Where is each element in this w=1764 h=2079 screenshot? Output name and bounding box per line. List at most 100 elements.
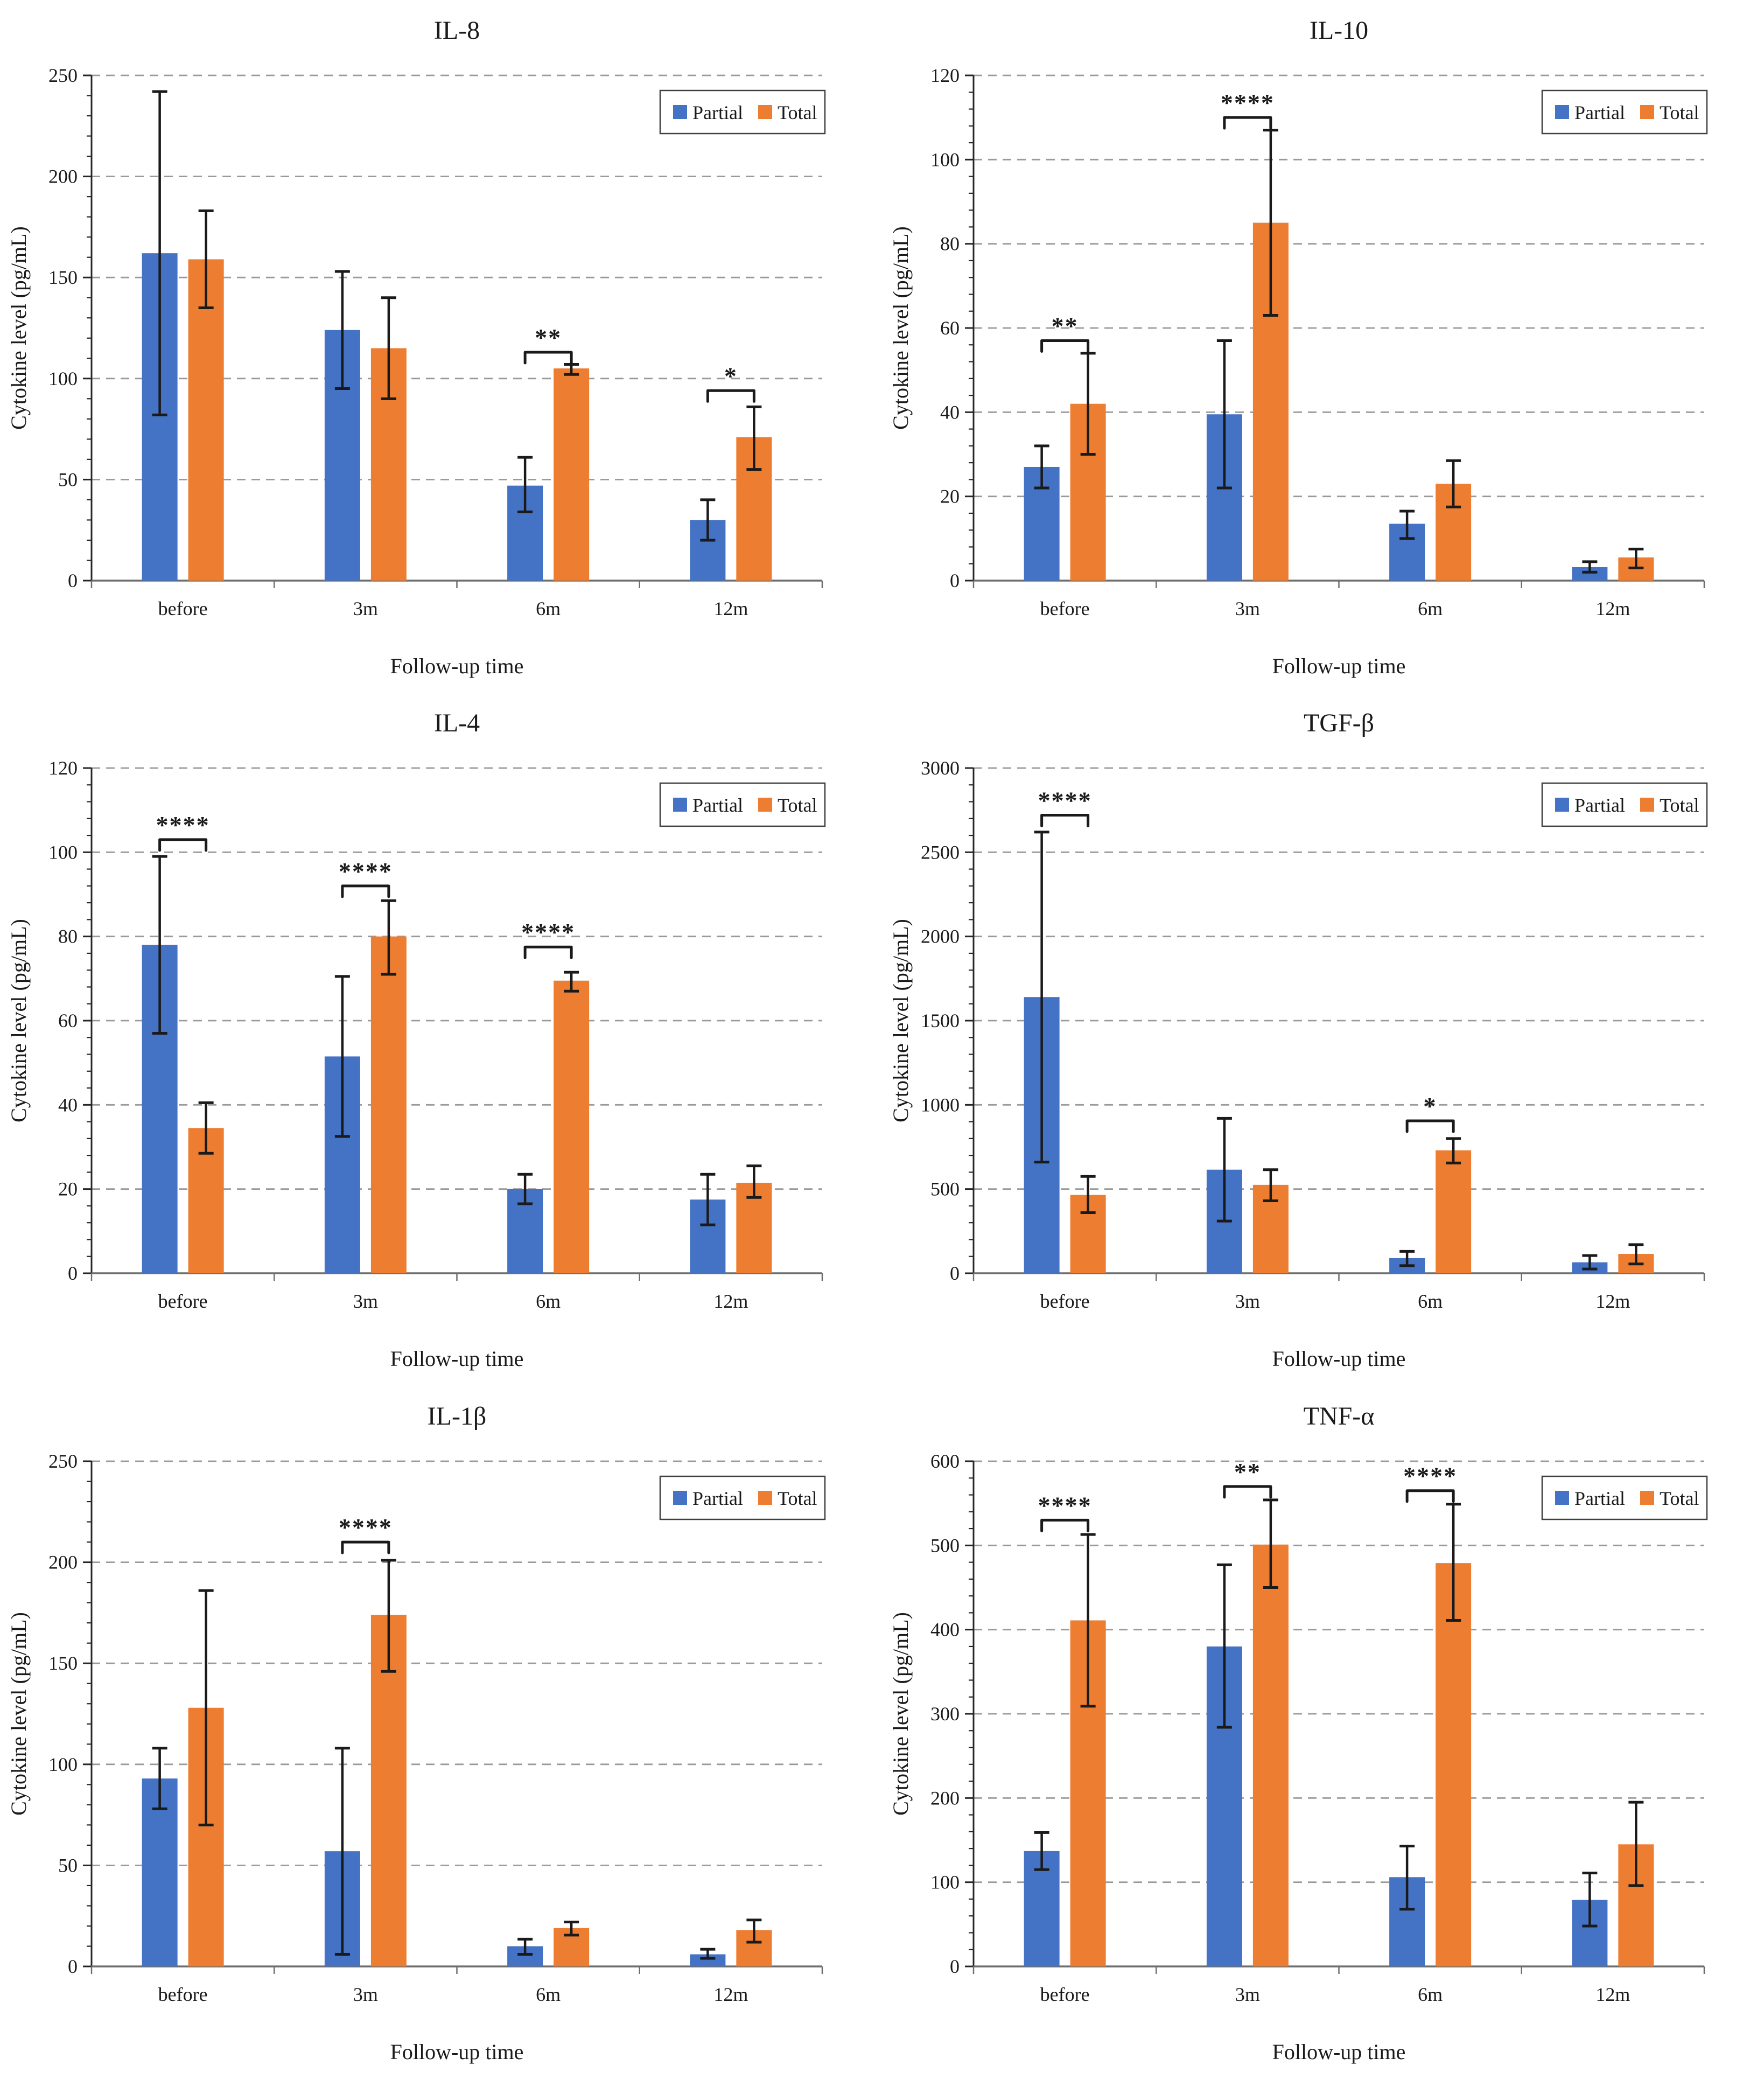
legend-swatch-partial bbox=[1555, 105, 1569, 119]
chart-tgf-b: 0 500 1000 1500 2000 2500 3000 **** * Partial Tota… bbox=[882, 693, 1764, 1385]
significance-bracket bbox=[341, 884, 390, 898]
chart-svg: 0 20 40 60 80 100 120 **** **** **** Partial Total I… bbox=[6, 709, 826, 1371]
y-tick-label: 0 bbox=[950, 570, 960, 591]
legend-label-total: Total bbox=[1660, 102, 1699, 123]
y-tick-label: 2000 bbox=[921, 926, 960, 947]
y-axis-label: Cytokine level (pg/mL) bbox=[6, 1612, 31, 1816]
y-tick-label: 100 bbox=[930, 1872, 960, 1893]
y-tick-label: 80 bbox=[58, 926, 78, 947]
x-tick-label: 3m bbox=[353, 598, 378, 619]
legend-label-partial: Partial bbox=[692, 1488, 743, 1509]
chart-il-10: 0 20 40 60 80 100 120 ** **** Partial Total IL-10 be… bbox=[882, 0, 1764, 693]
x-tick-label: 12m bbox=[1595, 598, 1630, 619]
x-tick-label: 6m bbox=[1418, 1290, 1443, 1312]
legend-label-total: Total bbox=[1660, 794, 1699, 816]
y-tick-label: 400 bbox=[930, 1619, 960, 1641]
bar-total-6m bbox=[1436, 1563, 1472, 1966]
legend-box bbox=[1541, 782, 1708, 827]
chart-svg: 0 50 100 150 200 250 **** Partial Total IL-1β befo… bbox=[6, 1402, 826, 2064]
significance-stars: **** bbox=[339, 1513, 393, 1541]
y-tick-label: 500 bbox=[930, 1534, 960, 1556]
legend-swatch-partial bbox=[673, 1491, 687, 1505]
chart-title: TGF-β bbox=[1304, 709, 1374, 737]
y-tick-label: 300 bbox=[930, 1703, 960, 1725]
significance-stars: **** bbox=[1221, 89, 1275, 116]
significance-bracket bbox=[523, 945, 573, 959]
significance-stars: **** bbox=[1038, 1491, 1092, 1519]
x-axis-label: Follow-up time bbox=[1272, 1347, 1406, 1371]
y-axis-label: Cytokine level (pg/mL) bbox=[6, 919, 31, 1122]
y-tick-label: 150 bbox=[48, 267, 78, 288]
chart-il-8: 0 50 100 150 200 250 ** * Partial Total IL-8 before… bbox=[0, 0, 882, 693]
bar-total-3m bbox=[370, 1615, 407, 1966]
y-tick-label: 250 bbox=[48, 1450, 78, 1472]
y-axis-label: Cytokine level (pg/mL) bbox=[6, 226, 31, 430]
y-tick-label: 200 bbox=[930, 1787, 960, 1809]
legend-swatch-total bbox=[1640, 105, 1654, 119]
bar-total-6m bbox=[554, 980, 590, 1273]
significance-stars: **** bbox=[1403, 1462, 1457, 1490]
legend-box bbox=[1541, 1475, 1708, 1520]
legend-swatch-partial bbox=[1555, 798, 1569, 812]
significance-stars: ** bbox=[535, 324, 562, 351]
y-tick-label: 0 bbox=[68, 570, 78, 591]
significance-stars: **** bbox=[1038, 787, 1092, 814]
x-tick-label: before bbox=[1040, 598, 1090, 619]
y-tick-label: 120 bbox=[48, 757, 78, 779]
x-tick-label: before bbox=[158, 1290, 208, 1312]
x-tick-label: 6m bbox=[536, 1290, 561, 1312]
y-tick-label: 200 bbox=[48, 1552, 78, 1573]
chart-title: IL-8 bbox=[434, 16, 480, 45]
chart-tnf-a: 0 100 200 300 400 500 600 **** ** **** Partial Tota… bbox=[882, 1386, 1764, 2078]
y-tick-label: 20 bbox=[58, 1178, 78, 1200]
significance-bracket bbox=[523, 351, 573, 365]
chart-title: TNF-α bbox=[1304, 1402, 1375, 1431]
significance-bracket bbox=[1223, 1485, 1272, 1499]
legend-label-partial: Partial bbox=[692, 794, 743, 816]
y-tick-label: 0 bbox=[68, 1262, 78, 1284]
x-axis-label: Follow-up time bbox=[1272, 2040, 1406, 2064]
legend-swatch-partial bbox=[673, 798, 687, 812]
significance-bracket bbox=[341, 1540, 390, 1554]
bar-total-3m bbox=[370, 936, 407, 1273]
legend-label-total: Total bbox=[778, 102, 817, 123]
chart-title: IL-10 bbox=[1310, 16, 1368, 45]
x-tick-label: 3m bbox=[353, 1984, 378, 2005]
x-tick-label: 6m bbox=[1418, 598, 1443, 619]
significance-stars: **** bbox=[339, 857, 393, 885]
significance-stars: ** bbox=[1234, 1458, 1261, 1485]
y-tick-label: 1000 bbox=[921, 1094, 960, 1115]
y-tick-label: 3000 bbox=[921, 757, 960, 779]
x-tick-label: 6m bbox=[536, 1984, 561, 2005]
chart-title: IL-1β bbox=[428, 1402, 487, 1431]
legend-label-total: Total bbox=[778, 1488, 817, 1509]
significance-bracket bbox=[1405, 1489, 1455, 1503]
y-tick-label: 100 bbox=[930, 149, 960, 170]
x-tick-label: 12m bbox=[713, 1984, 748, 2005]
significance-stars: * bbox=[724, 362, 738, 389]
x-tick-label: 3m bbox=[1235, 1984, 1260, 2005]
legend-label-partial: Partial bbox=[1574, 1488, 1625, 1509]
y-tick-label: 50 bbox=[58, 469, 78, 490]
x-tick-label: 12m bbox=[1595, 1984, 1630, 2005]
legend-label-total: Total bbox=[1660, 1488, 1699, 1509]
significance-bracket bbox=[1040, 1518, 1090, 1532]
y-axis-label: Cytokine level (pg/mL) bbox=[888, 919, 913, 1122]
y-tick-label: 120 bbox=[930, 65, 960, 86]
y-tick-label: 100 bbox=[48, 368, 78, 389]
x-tick-label: 3m bbox=[1235, 598, 1260, 619]
x-tick-label: 12m bbox=[713, 1290, 748, 1312]
legend-swatch-partial bbox=[673, 105, 687, 119]
significance-stars: **** bbox=[156, 811, 210, 839]
x-axis-label: Follow-up time bbox=[390, 654, 524, 678]
y-tick-label: 40 bbox=[940, 401, 960, 423]
x-tick-label: 12m bbox=[713, 598, 748, 619]
y-tick-label: 250 bbox=[48, 65, 78, 86]
y-axis-label: Cytokine level (pg/mL) bbox=[888, 1612, 913, 1816]
legend-box bbox=[659, 89, 826, 135]
x-tick-label: before bbox=[1040, 1984, 1090, 2005]
